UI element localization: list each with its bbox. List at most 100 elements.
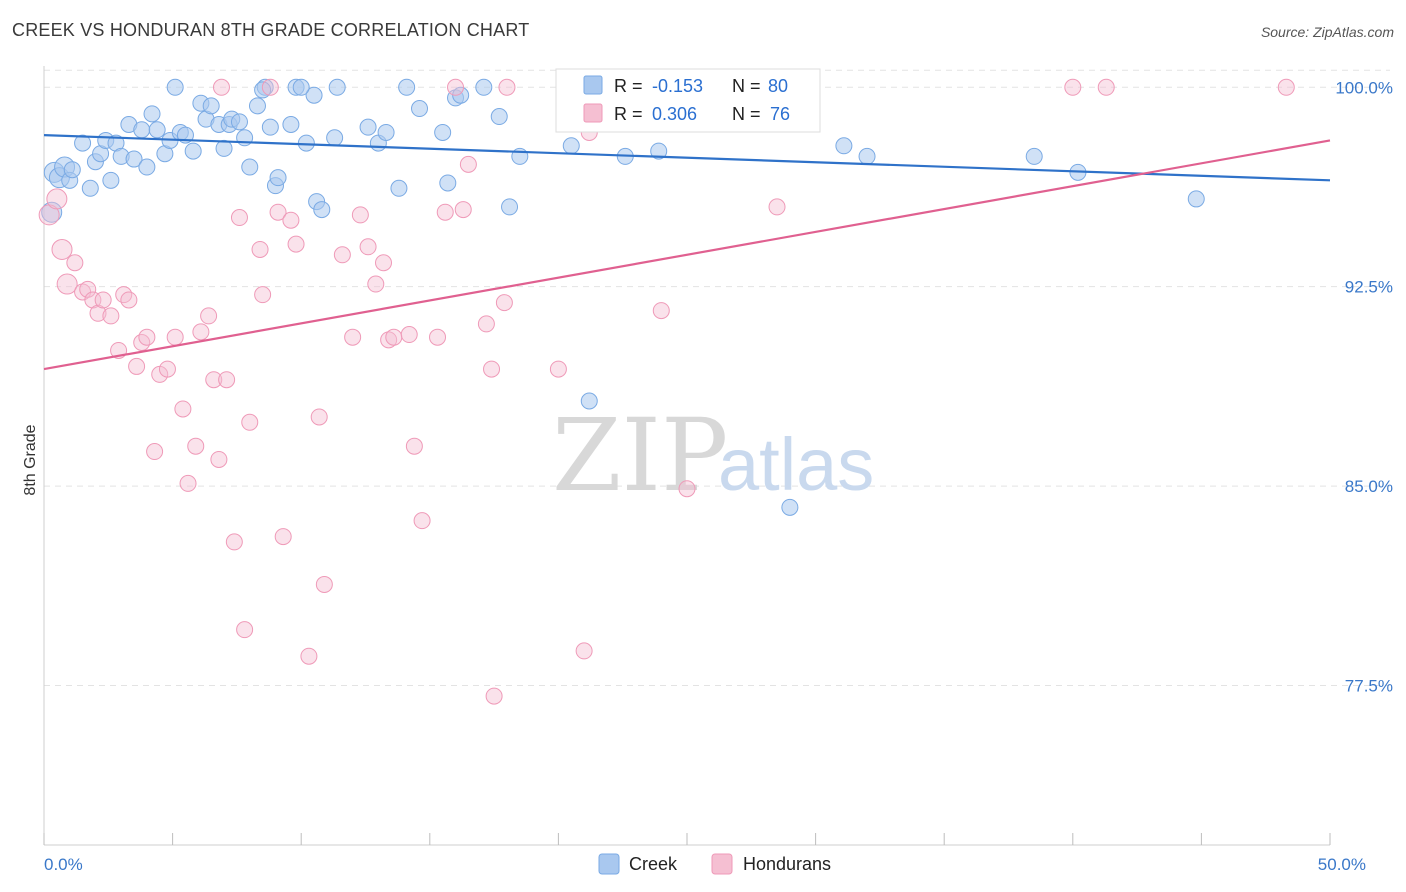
hondurans-point (133, 334, 151, 352)
hondurans-point (310, 408, 328, 426)
legend-r-value-creek: -0.153 (652, 76, 703, 96)
creek-point (781, 498, 799, 516)
hondurans-point (94, 291, 112, 309)
legend-r-value-hondurans: 0.306 (652, 104, 697, 124)
hondurans-point (359, 238, 377, 256)
hondurans-point (282, 211, 300, 229)
hondurans-point (351, 206, 369, 224)
legend-n-value-hondurans: 76 (770, 104, 790, 124)
hondurans-point (367, 275, 385, 293)
creek-point (241, 158, 259, 176)
hondurans-point (56, 273, 78, 295)
y-tick-label: 92.5% (1345, 278, 1393, 297)
series-legend-swatch-hondurans (711, 853, 733, 875)
watermark-atlas: atlas (718, 423, 874, 506)
creek-point (439, 174, 457, 192)
hondurans-point (236, 621, 254, 639)
creek-point (125, 150, 143, 168)
hondurans-point (413, 512, 431, 530)
creek-point (133, 121, 151, 139)
hondurans-point (146, 443, 164, 461)
creek-point (475, 78, 493, 96)
series-legend: Creek Hondurans (598, 853, 831, 875)
creek-point (248, 97, 266, 115)
hondurans-point (269, 203, 287, 221)
hondurans-point (254, 286, 272, 304)
y-tick-labels: 100.0% 92.5% 85.0% 77.5% (1335, 78, 1393, 695)
x-tick-label: 50.0% (1318, 855, 1366, 874)
hondurans-point (251, 240, 269, 258)
creek-point (184, 142, 202, 160)
hondurans-point (405, 437, 423, 455)
hondurans-point (549, 360, 567, 378)
creek-point (835, 137, 853, 155)
chart-title: CREEK VS HONDURAN 8TH GRADE CORRELATION … (12, 20, 530, 40)
creek-point (390, 179, 408, 197)
hondurans-point (483, 360, 501, 378)
hondurans-point (1064, 78, 1082, 96)
hondurans-point (138, 328, 156, 346)
hondurans-point (261, 78, 279, 96)
hondurans-point (205, 371, 223, 389)
creek-point (166, 78, 184, 96)
creek-point (501, 198, 519, 216)
hondurans-point (120, 291, 138, 309)
hondurans-point (385, 328, 403, 346)
creek-point (1187, 190, 1205, 208)
hondurans-point (495, 294, 513, 312)
hondurans-point (447, 78, 465, 96)
hondurans-point (678, 480, 696, 498)
hondurans-point (192, 323, 210, 341)
hondurans-point (241, 413, 259, 431)
creek-point (411, 100, 429, 118)
creek-point (650, 142, 668, 160)
creek-point (143, 105, 161, 123)
hondurans-point (333, 246, 351, 264)
hondurans-point (84, 291, 102, 309)
hondurans-point (485, 687, 503, 705)
y-axis-label: 8th Grade (22, 424, 39, 495)
hondurans-point (128, 357, 146, 375)
hondurans-point (380, 331, 398, 349)
hondurans-point (477, 315, 495, 333)
creek-point (434, 123, 452, 141)
creek-point (562, 137, 580, 155)
hondurans-point (315, 575, 333, 593)
hondurans-point (51, 238, 73, 260)
creek-point (326, 129, 344, 147)
creek-point (359, 118, 377, 136)
series-legend-label-creek: Creek (629, 854, 678, 874)
hondurans-point (102, 307, 120, 325)
creek-point (81, 179, 99, 197)
hondurans-point (454, 201, 472, 219)
hondurans-point (79, 280, 97, 298)
source-label: Source: ZipAtlas.com (1260, 24, 1394, 40)
creek-point (377, 123, 395, 141)
hondurans-point (1097, 78, 1115, 96)
hondurans-point (300, 647, 318, 665)
hondurans-point (459, 155, 477, 173)
hondurans-point (166, 328, 184, 346)
creek-point (41, 201, 63, 223)
hondurans-point (89, 304, 107, 322)
creek-trend-line (43, 134, 1331, 182)
creek-point (215, 139, 233, 157)
creek-point (148, 121, 166, 139)
creek-point (490, 108, 508, 126)
hondurans-trend-line (43, 139, 1331, 371)
y-tick-label: 77.5% (1345, 676, 1393, 695)
legend-n-label-hondurans: N = (732, 104, 761, 124)
y-tick-label: 85.0% (1345, 477, 1393, 496)
hondurans-point (575, 642, 593, 660)
hondurans-point (179, 474, 197, 492)
hondurans-point (225, 533, 243, 551)
hondurans-point (436, 203, 454, 221)
legend-n-value-creek: 80 (768, 76, 788, 96)
hondurans-point (174, 400, 192, 418)
creek-point (63, 161, 81, 179)
watermark-zip: ZIP (552, 397, 728, 514)
y-tick-label: 100.0% (1335, 78, 1393, 97)
axes (43, 66, 1331, 846)
legend-swatch-creek (583, 75, 603, 95)
